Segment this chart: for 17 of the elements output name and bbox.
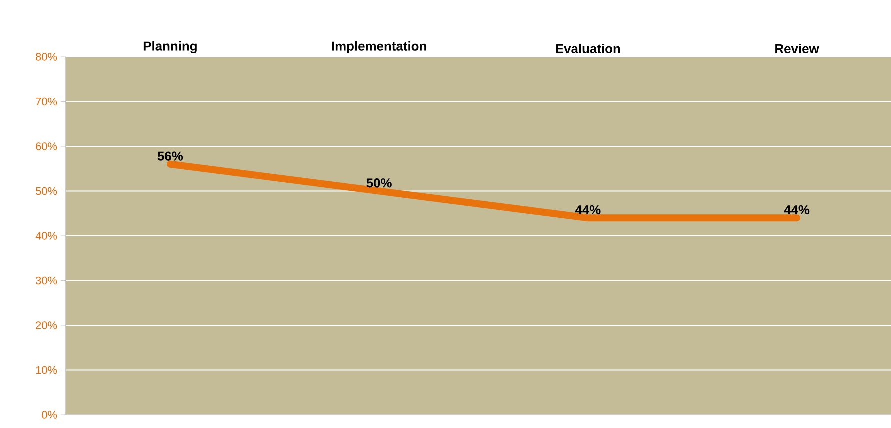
y-tick-label: 30% [36, 276, 58, 285]
y-tick-label: 10% [36, 366, 58, 374]
y-tick-label: 70% [36, 98, 58, 106]
y-tick-label: 50% [36, 187, 58, 196]
x-tick-label: Evaluation [556, 44, 620, 54]
y-tick-label: 20% [36, 322, 58, 330]
x-tick-label: Review [776, 44, 820, 54]
data-label: 44% [575, 205, 601, 215]
x-tick-label: Implementation [332, 41, 426, 54]
y-tick-label: 80% [36, 53, 58, 61]
y-tick-label: 60% [36, 142, 58, 150]
y-tick-label: 0% [42, 411, 58, 419]
y-tick-label: 40% [36, 232, 58, 240]
data-label: 44% [784, 205, 810, 215]
data-label: 50% [366, 178, 392, 188]
x-tick-label: Planning [144, 41, 197, 54]
data-label: 56% [158, 152, 184, 161]
